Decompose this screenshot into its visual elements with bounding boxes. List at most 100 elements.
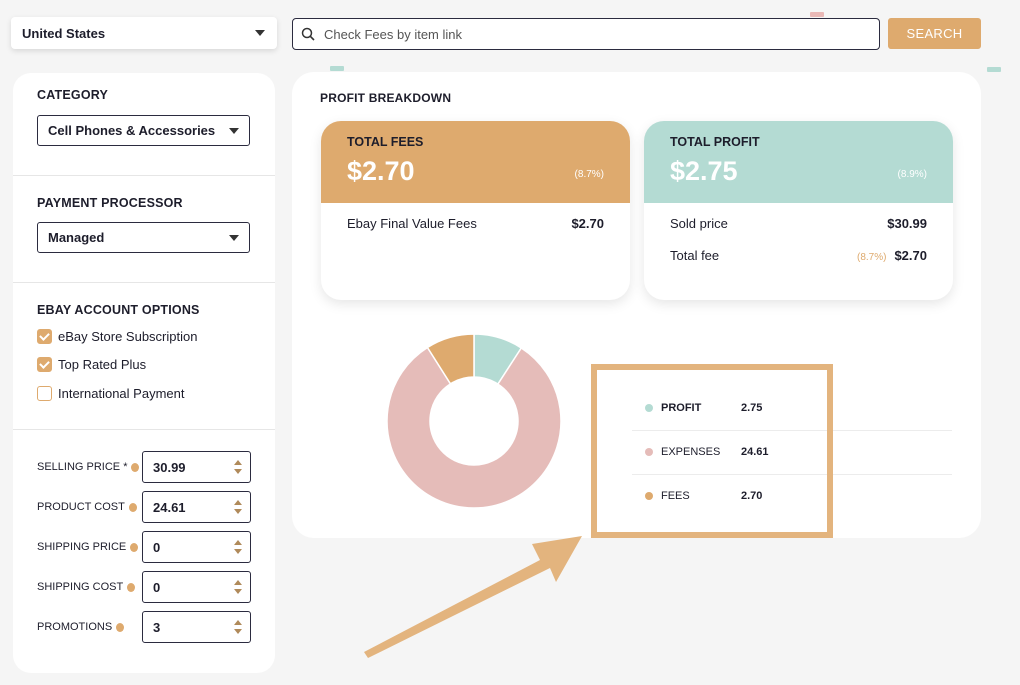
panel-title: PROFIT BREAKDOWN	[320, 91, 452, 105]
decorative-dash	[987, 67, 1001, 72]
payment-value: Managed	[48, 230, 105, 245]
option-international-payment[interactable]: International Payment	[37, 386, 184, 401]
annotation-arrow-icon	[364, 536, 582, 658]
fee-line-value: $2.70	[571, 215, 604, 231]
shipping-cost-input[interactable]: 0	[142, 571, 251, 603]
stepper-icon[interactable]	[234, 620, 242, 634]
stepper-icon[interactable]	[234, 580, 242, 594]
legend-profit: PROFIT 2.75	[645, 402, 762, 414]
decorative-dash	[330, 66, 344, 71]
field-label: SHIPPING PRICE	[37, 541, 127, 553]
donut-slice-expenses	[386, 346, 562, 509]
fee-line: Ebay Final Value Fees $2.70	[347, 207, 604, 239]
category-value: Cell Phones & Accessories	[48, 123, 216, 138]
selling-price-row: SELLING PRICE * 30.99	[37, 451, 251, 483]
total-fees-card: TOTAL FEES $2.70 (8.7%) Ebay Final Value…	[321, 121, 630, 300]
option-label: International Payment	[58, 386, 185, 401]
category-dropdown[interactable]: Cell Phones & Accessories	[37, 115, 250, 146]
payment-dropdown[interactable]: Managed	[37, 222, 250, 253]
total-profit-card: TOTAL PROFIT $2.75 (8.9%) Sold price $30…	[644, 121, 953, 300]
divider	[632, 430, 952, 431]
line-name: Total fee	[670, 247, 720, 263]
legend-name: FEES	[661, 490, 690, 502]
settings-sidebar: CATEGORY Cell Phones & Accessories PAYME…	[13, 73, 275, 673]
card-label: TOTAL FEES	[347, 135, 424, 149]
search-placeholder: Check Fees by item link	[324, 26, 462, 42]
stepper-icon[interactable]	[234, 460, 242, 474]
shipping-price-input[interactable]: 0	[142, 531, 251, 563]
legend-value: 24.61	[741, 446, 769, 458]
option-top-rated-plus[interactable]: Top Rated Plus	[37, 357, 146, 372]
option-store-subscription[interactable]: eBay Store Subscription	[37, 329, 197, 344]
product-cost-input[interactable]: 24.61	[142, 491, 251, 523]
info-icon[interactable]	[128, 502, 137, 512]
chevron-down-icon	[229, 234, 239, 241]
info-icon[interactable]	[116, 622, 125, 632]
info-icon[interactable]	[127, 582, 136, 592]
field-value: 30.99	[153, 459, 186, 475]
card-percent: (8.9%)	[897, 169, 927, 180]
option-label: eBay Store Subscription	[58, 329, 198, 344]
stepper-icon[interactable]	[234, 500, 242, 514]
legend-name: EXPENSES	[661, 446, 721, 458]
profit-breakdown-panel: PROFIT BREAKDOWN TOTAL FEES $2.70 (8.7%)…	[292, 72, 981, 538]
divider	[13, 429, 275, 430]
donut-slice-fees	[426, 333, 475, 385]
legend-value: 2.70	[741, 490, 763, 502]
divider	[13, 175, 275, 176]
card-label: TOTAL PROFIT	[670, 135, 760, 149]
legend-fees: FEES 2.70	[645, 490, 762, 502]
line-value: $30.99	[887, 215, 927, 231]
card-amount: $2.75	[670, 156, 738, 186]
sold-price-line: Sold price $30.99	[670, 207, 927, 239]
field-label: PROMOTIONS	[37, 621, 113, 633]
line-value: $2.70	[894, 247, 927, 263]
legend-expenses: EXPENSES 24.61	[645, 446, 769, 458]
info-icon[interactable]	[131, 462, 140, 472]
checkbox-checked[interactable]	[37, 357, 52, 372]
option-label: Top Rated Plus	[58, 357, 147, 372]
card-percent: (8.7%)	[574, 169, 604, 180]
country-select[interactable]: United States	[11, 17, 277, 49]
country-value: United States	[22, 25, 106, 41]
donut-chart	[386, 333, 562, 509]
line-name: Sold price	[670, 215, 728, 231]
promotions-row: PROMOTIONS 3	[37, 611, 251, 643]
shipping-cost-row: SHIPPING COST 0	[37, 571, 251, 603]
promotions-input[interactable]: 3	[142, 611, 251, 643]
shipping-price-row: SHIPPING PRICE 0	[37, 531, 251, 563]
stepper-icon[interactable]	[234, 540, 242, 554]
selling-price-input[interactable]: 30.99	[142, 451, 251, 483]
field-value: 0	[153, 579, 161, 595]
field-label: SELLING PRICE *	[37, 461, 128, 473]
fee-line-name: Ebay Final Value Fees	[347, 215, 477, 231]
decorative-dash	[810, 12, 824, 17]
field-value: 24.61	[153, 499, 186, 515]
checkbox-checked[interactable]	[37, 329, 52, 344]
field-label: SHIPPING COST	[37, 581, 124, 593]
annotation-highlight-box	[591, 364, 833, 538]
card-amount: $2.70	[347, 156, 415, 186]
checkbox-unchecked[interactable]	[37, 386, 52, 401]
account-options-title: EBAY ACCOUNT OPTIONS	[37, 303, 200, 317]
legend-dot	[645, 448, 653, 456]
divider	[632, 474, 952, 475]
field-label: PRODUCT COST	[37, 501, 125, 513]
search-input[interactable]: Check Fees by item link	[292, 18, 880, 50]
chevron-down-icon	[229, 127, 239, 134]
payment-title: PAYMENT PROCESSOR	[37, 196, 183, 210]
category-title: CATEGORY	[37, 88, 109, 102]
total-fee-line: Total fee (8.7%) $2.70	[670, 239, 927, 271]
search-button[interactable]: SEARCH	[888, 18, 981, 49]
legend-dot	[645, 492, 653, 500]
divider	[13, 282, 275, 283]
chevron-down-icon	[255, 30, 265, 36]
line-percent: (8.7%)	[857, 251, 887, 263]
field-value: 3	[153, 619, 161, 635]
legend-value: 2.75	[741, 402, 763, 414]
field-value: 0	[153, 539, 161, 555]
info-icon[interactable]	[130, 542, 139, 552]
legend-dot	[645, 404, 653, 412]
product-cost-row: PRODUCT COST 24.61	[37, 491, 251, 523]
search-icon	[301, 27, 315, 41]
